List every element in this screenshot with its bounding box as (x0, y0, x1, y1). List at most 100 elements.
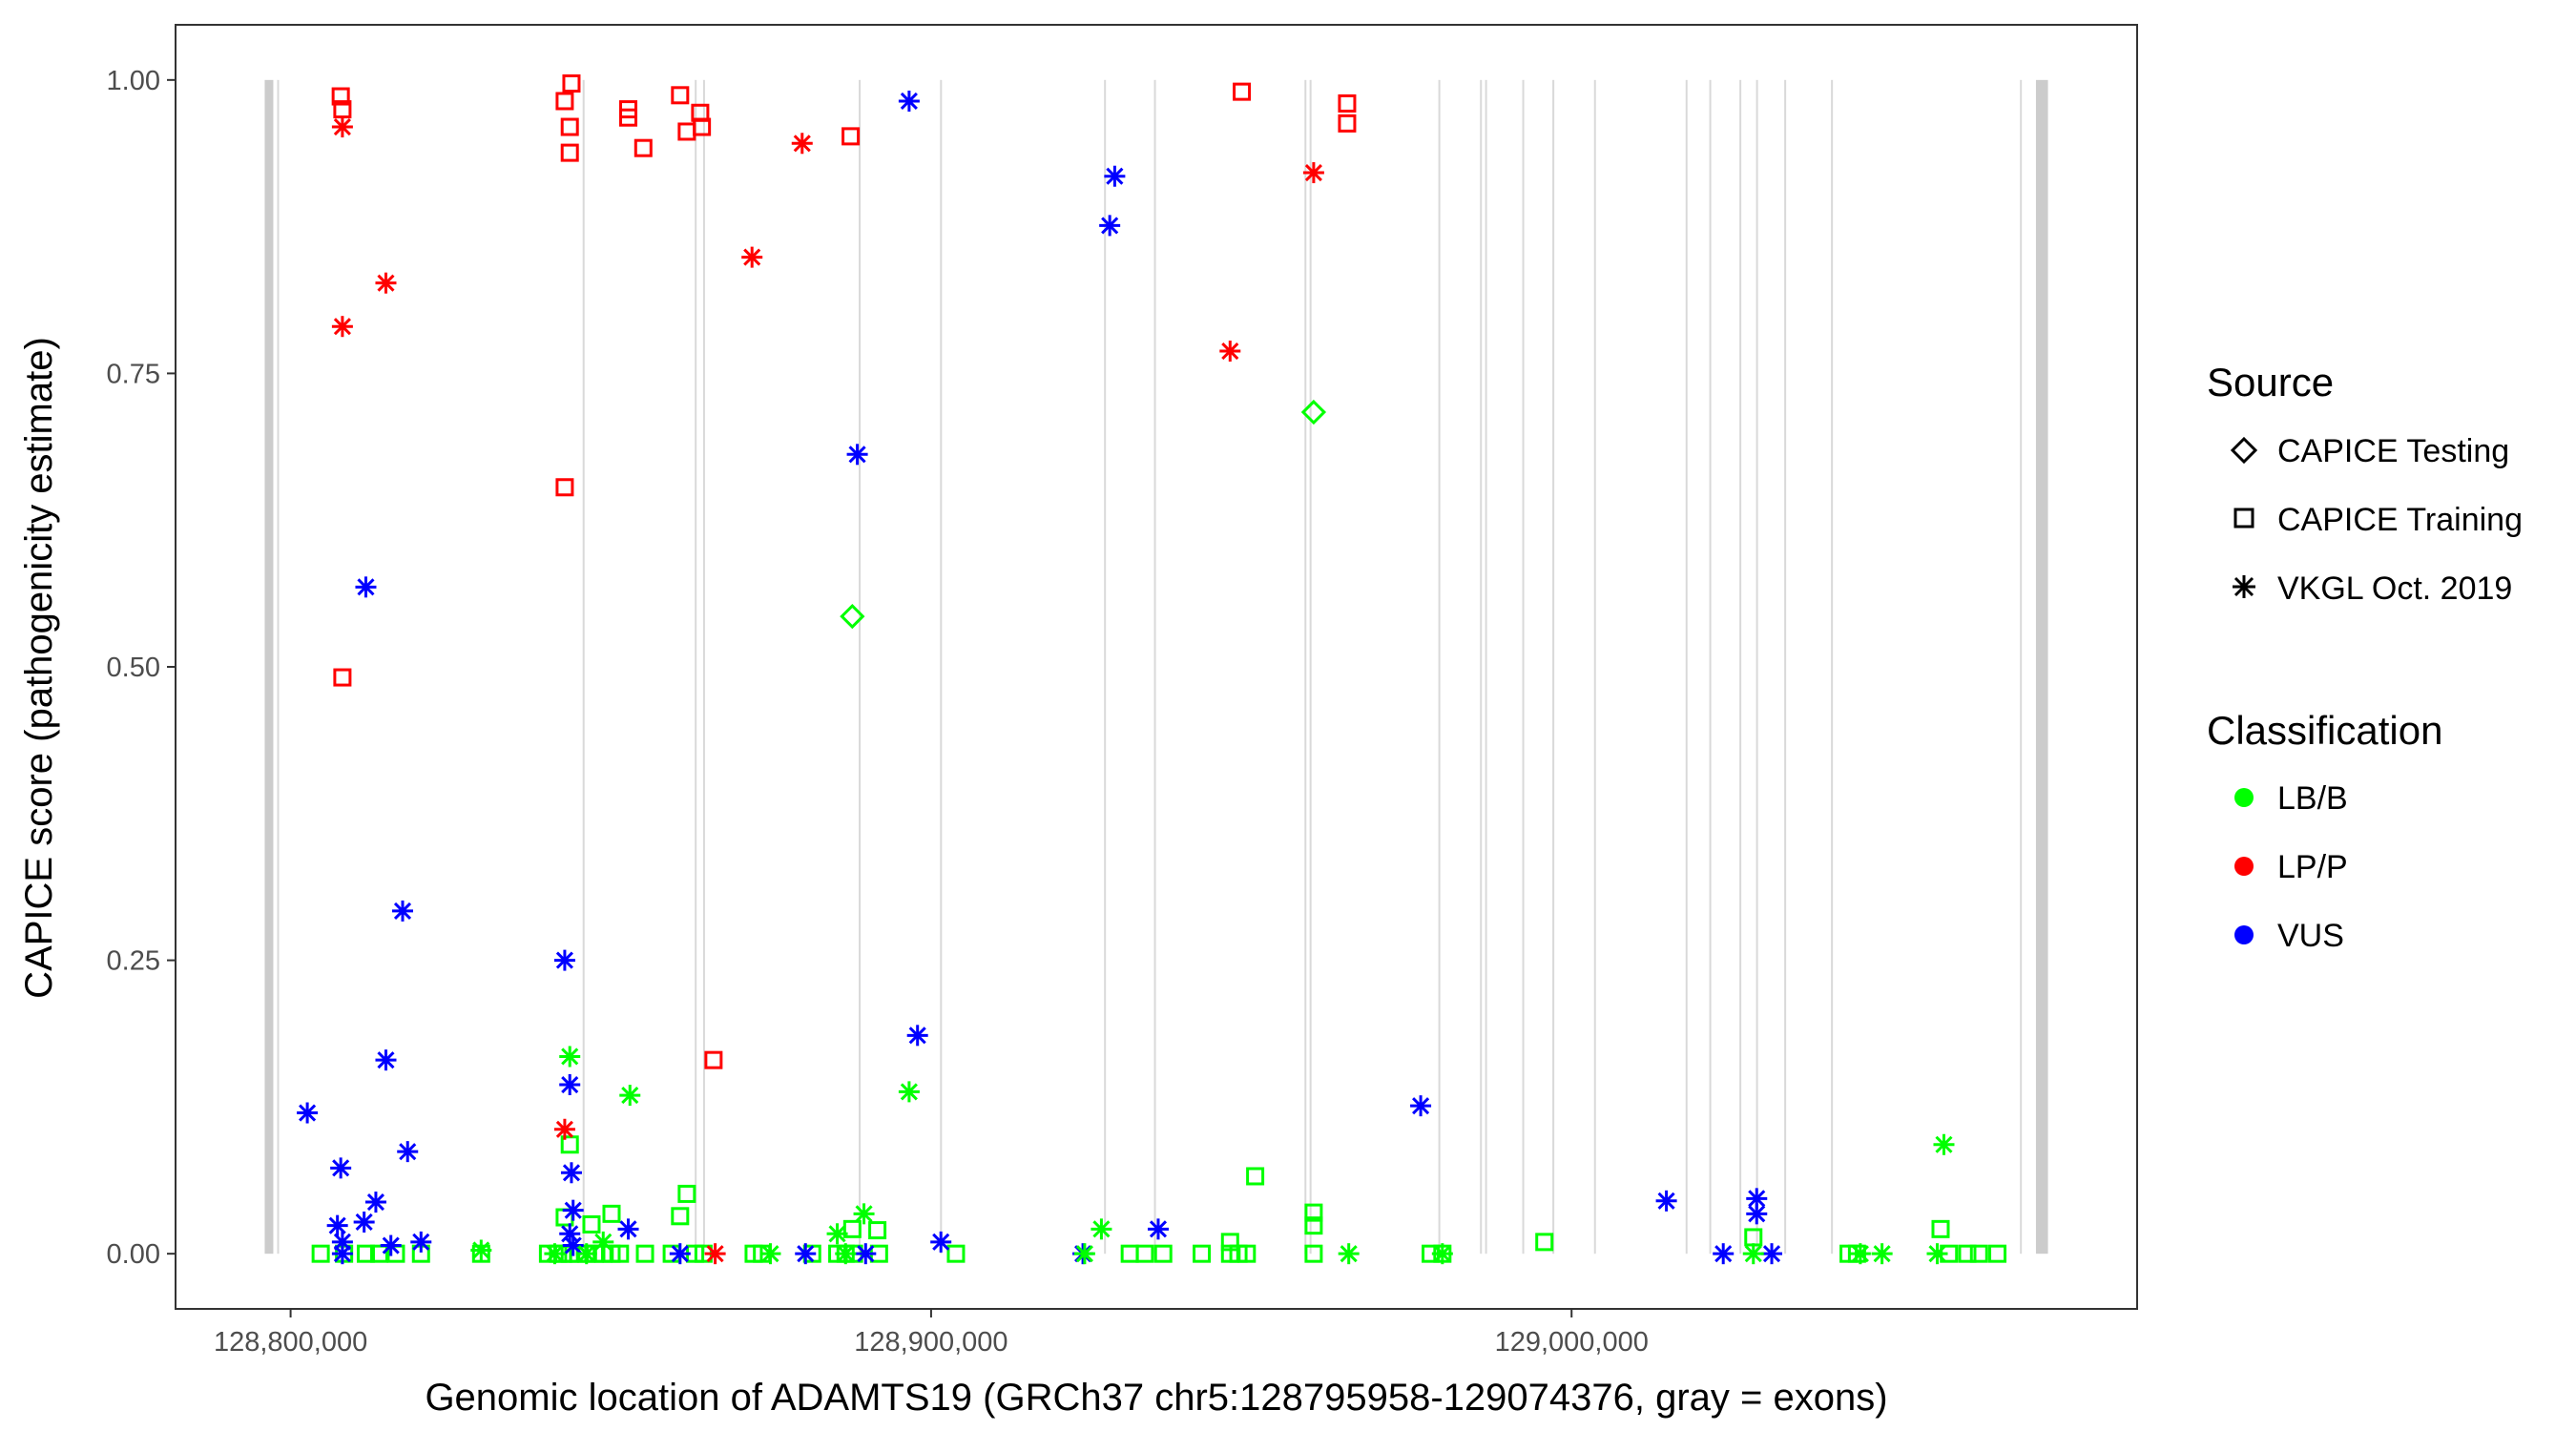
point-training-lp-p (1338, 114, 1357, 133)
point-vkgl-vus (353, 1211, 375, 1233)
point-vkgl-lb-b (853, 1203, 875, 1225)
legend-label: LP/P (2277, 849, 2348, 885)
legend-label: VUS (2277, 918, 2344, 954)
exon-line (1104, 79, 1107, 1255)
point-vkgl-vus (669, 1243, 691, 1265)
point-vkgl-vus (410, 1231, 432, 1253)
y-tick-label: 0.25 (107, 946, 160, 977)
exon-line (940, 79, 943, 1255)
point-training-lb-b (560, 1135, 579, 1154)
exon-line (1831, 79, 1834, 1255)
legend-classification-title: Classification (2207, 708, 2442, 753)
point-training-lb-b (602, 1204, 621, 1223)
point-training-lb-b (582, 1214, 601, 1234)
point-training-lp-p (560, 117, 579, 136)
point-training-lb-b (1304, 1244, 1323, 1263)
point-vkgl-vus (553, 949, 575, 971)
point-vkgl-lp-p (741, 246, 763, 268)
legend-item-vus: VUS (2234, 918, 2344, 954)
point-vkgl-vus (297, 1102, 319, 1124)
point-vkgl-lb-b (1849, 1243, 1871, 1265)
point-training-lb-b (1193, 1244, 1212, 1263)
point-vkgl-vus (397, 1141, 419, 1163)
point-vkgl-vus (930, 1231, 952, 1253)
point-training-lb-b (356, 1244, 375, 1263)
exon-line (1593, 79, 1596, 1255)
point-training-lp-p (562, 74, 581, 93)
point-vkgl-vus (1410, 1095, 1432, 1117)
blue-dot-icon (2234, 925, 2254, 944)
point-training-lb-b (946, 1244, 966, 1263)
point-vkgl-vus (355, 576, 377, 598)
x-tick-label: 129,000,000 (1495, 1327, 1649, 1358)
point-vkgl-lp-p (553, 1118, 575, 1140)
exon-line (2035, 79, 2048, 1255)
point-vkgl-lb-b (1338, 1243, 1360, 1265)
point-training-lb-b (1304, 1203, 1323, 1222)
exon-line (859, 79, 862, 1255)
legend-item-lp-p: LP/P (2234, 849, 2348, 885)
point-vkgl-lb-b (1871, 1243, 1893, 1265)
point-training-lp-p (634, 138, 653, 157)
point-vkgl-lb-b (1091, 1218, 1112, 1240)
point-training-lb-b (677, 1184, 696, 1203)
x-axis: 128,800,000 128,900,000 129,000,000 (214, 1309, 1649, 1358)
exon-line (1438, 79, 1441, 1255)
point-training-lp-p (1233, 82, 1252, 101)
point-vkgl-lb-b (1073, 1243, 1095, 1265)
point-vkgl-lb-b (1933, 1133, 1955, 1155)
exon-line (1522, 79, 1525, 1255)
exon-line (1739, 79, 1742, 1255)
point-training-lb-b (671, 1207, 690, 1226)
legend-label: VKGL Oct. 2019 (2277, 570, 2512, 607)
point-vkgl-vus (617, 1218, 639, 1240)
point-vkgl-vus (1099, 215, 1121, 237)
point-training-lb-b (1958, 1244, 1977, 1263)
point-vkgl-vus (1104, 165, 1126, 187)
point-vkgl-lb-b (1431, 1243, 1453, 1265)
point-training-lp-p (555, 92, 574, 111)
point-vkgl-lp-p (791, 133, 813, 155)
point-vkgl-lp-p (331, 116, 353, 138)
point-training-lp-p (841, 127, 861, 146)
exon-line (1784, 79, 1787, 1255)
exon-line (1709, 79, 1712, 1255)
point-training-lp-p (693, 117, 712, 136)
y-axis-title: CAPICE score (pathogenicity estimate) (18, 337, 60, 999)
exon-line (1480, 79, 1483, 1255)
asterisk-icon (2233, 575, 2255, 598)
exon-line (702, 79, 705, 1255)
point-vkgl-vus (330, 1157, 352, 1179)
point-training-lp-p (560, 143, 579, 162)
point-vkgl-vus (559, 1074, 581, 1096)
point-vkgl-lb-b (544, 1243, 566, 1265)
point-vkgl-vus (1761, 1243, 1783, 1265)
point-vkgl-lb-b (826, 1223, 848, 1245)
point-training-lb-b (1237, 1244, 1257, 1263)
point-vkgl-lb-b (1742, 1243, 1764, 1265)
point-training-lp-p (671, 86, 690, 105)
point-training-lb-b (611, 1244, 630, 1263)
point-training-lb-b (1969, 1244, 1988, 1263)
legend-item-capice-testing: CAPICE Testing (2230, 433, 2509, 469)
point-training-lb-b (1304, 1216, 1323, 1235)
x-axis-title: Genomic location of ADAMTS19 (GRCh37 chr… (425, 1377, 1887, 1419)
point-vkgl-lb-b (1926, 1243, 1948, 1265)
point-training-lp-p (704, 1050, 723, 1069)
point-vkgl-vus (380, 1234, 402, 1256)
exon-line (1755, 79, 1758, 1255)
exon-line (1552, 79, 1555, 1255)
x-tick-label: 128,800,000 (214, 1327, 367, 1358)
point-vkgl-lb-b (759, 1243, 781, 1265)
point-vkgl-lp-p (375, 272, 397, 294)
legend-label: CAPICE Training (2277, 502, 2523, 538)
y-axis: 0.00 0.25 0.50 0.75 1.00 (107, 66, 176, 1270)
point-vkgl-lb-b (575, 1243, 597, 1265)
point-vkgl-lb-b (619, 1085, 641, 1107)
point-training-lp-p (555, 478, 574, 497)
point-training-lp-p (331, 87, 350, 106)
legend-label: CAPICE Testing (2277, 433, 2509, 469)
point-vkgl-vus (562, 1199, 584, 1221)
point-training-lb-b (1535, 1233, 1554, 1252)
